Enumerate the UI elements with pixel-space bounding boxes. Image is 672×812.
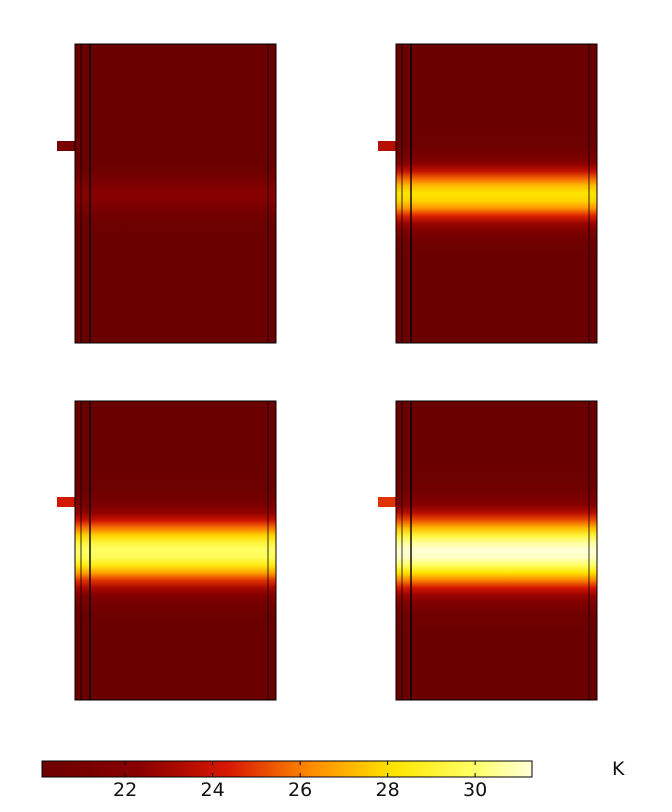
heat-map-panel-4 — [378, 400, 598, 701]
heat-map-panel-1 — [57, 43, 277, 344]
domain-region — [395, 43, 598, 344]
domain-region — [74, 43, 277, 344]
colorbar-tick-label: 22 — [113, 779, 137, 801]
colorbar-tick-label: 24 — [201, 779, 225, 801]
colorbar-tick-label: 26 — [288, 779, 312, 801]
domain-region — [395, 400, 598, 701]
inlet-tab — [57, 141, 75, 151]
domain-region — [74, 400, 277, 701]
colorbar-tick-label: 30 — [463, 779, 487, 801]
colorbar: 22 24 26 28 30 K — [41, 758, 625, 801]
inlet-tab — [57, 497, 75, 507]
colorbar-gradient — [41, 760, 533, 778]
heat-map-panel-2 — [378, 43, 598, 344]
colorbar-ticks: 22 24 26 28 30 — [113, 761, 487, 801]
colorbar-tick-label: 28 — [376, 779, 400, 801]
inlet-tab — [378, 497, 396, 507]
inlet-tab — [378, 141, 396, 151]
panels-layer — [57, 43, 598, 701]
heat-map-panel-3 — [57, 400, 277, 701]
colorbar-unit-label: K — [612, 758, 625, 780]
